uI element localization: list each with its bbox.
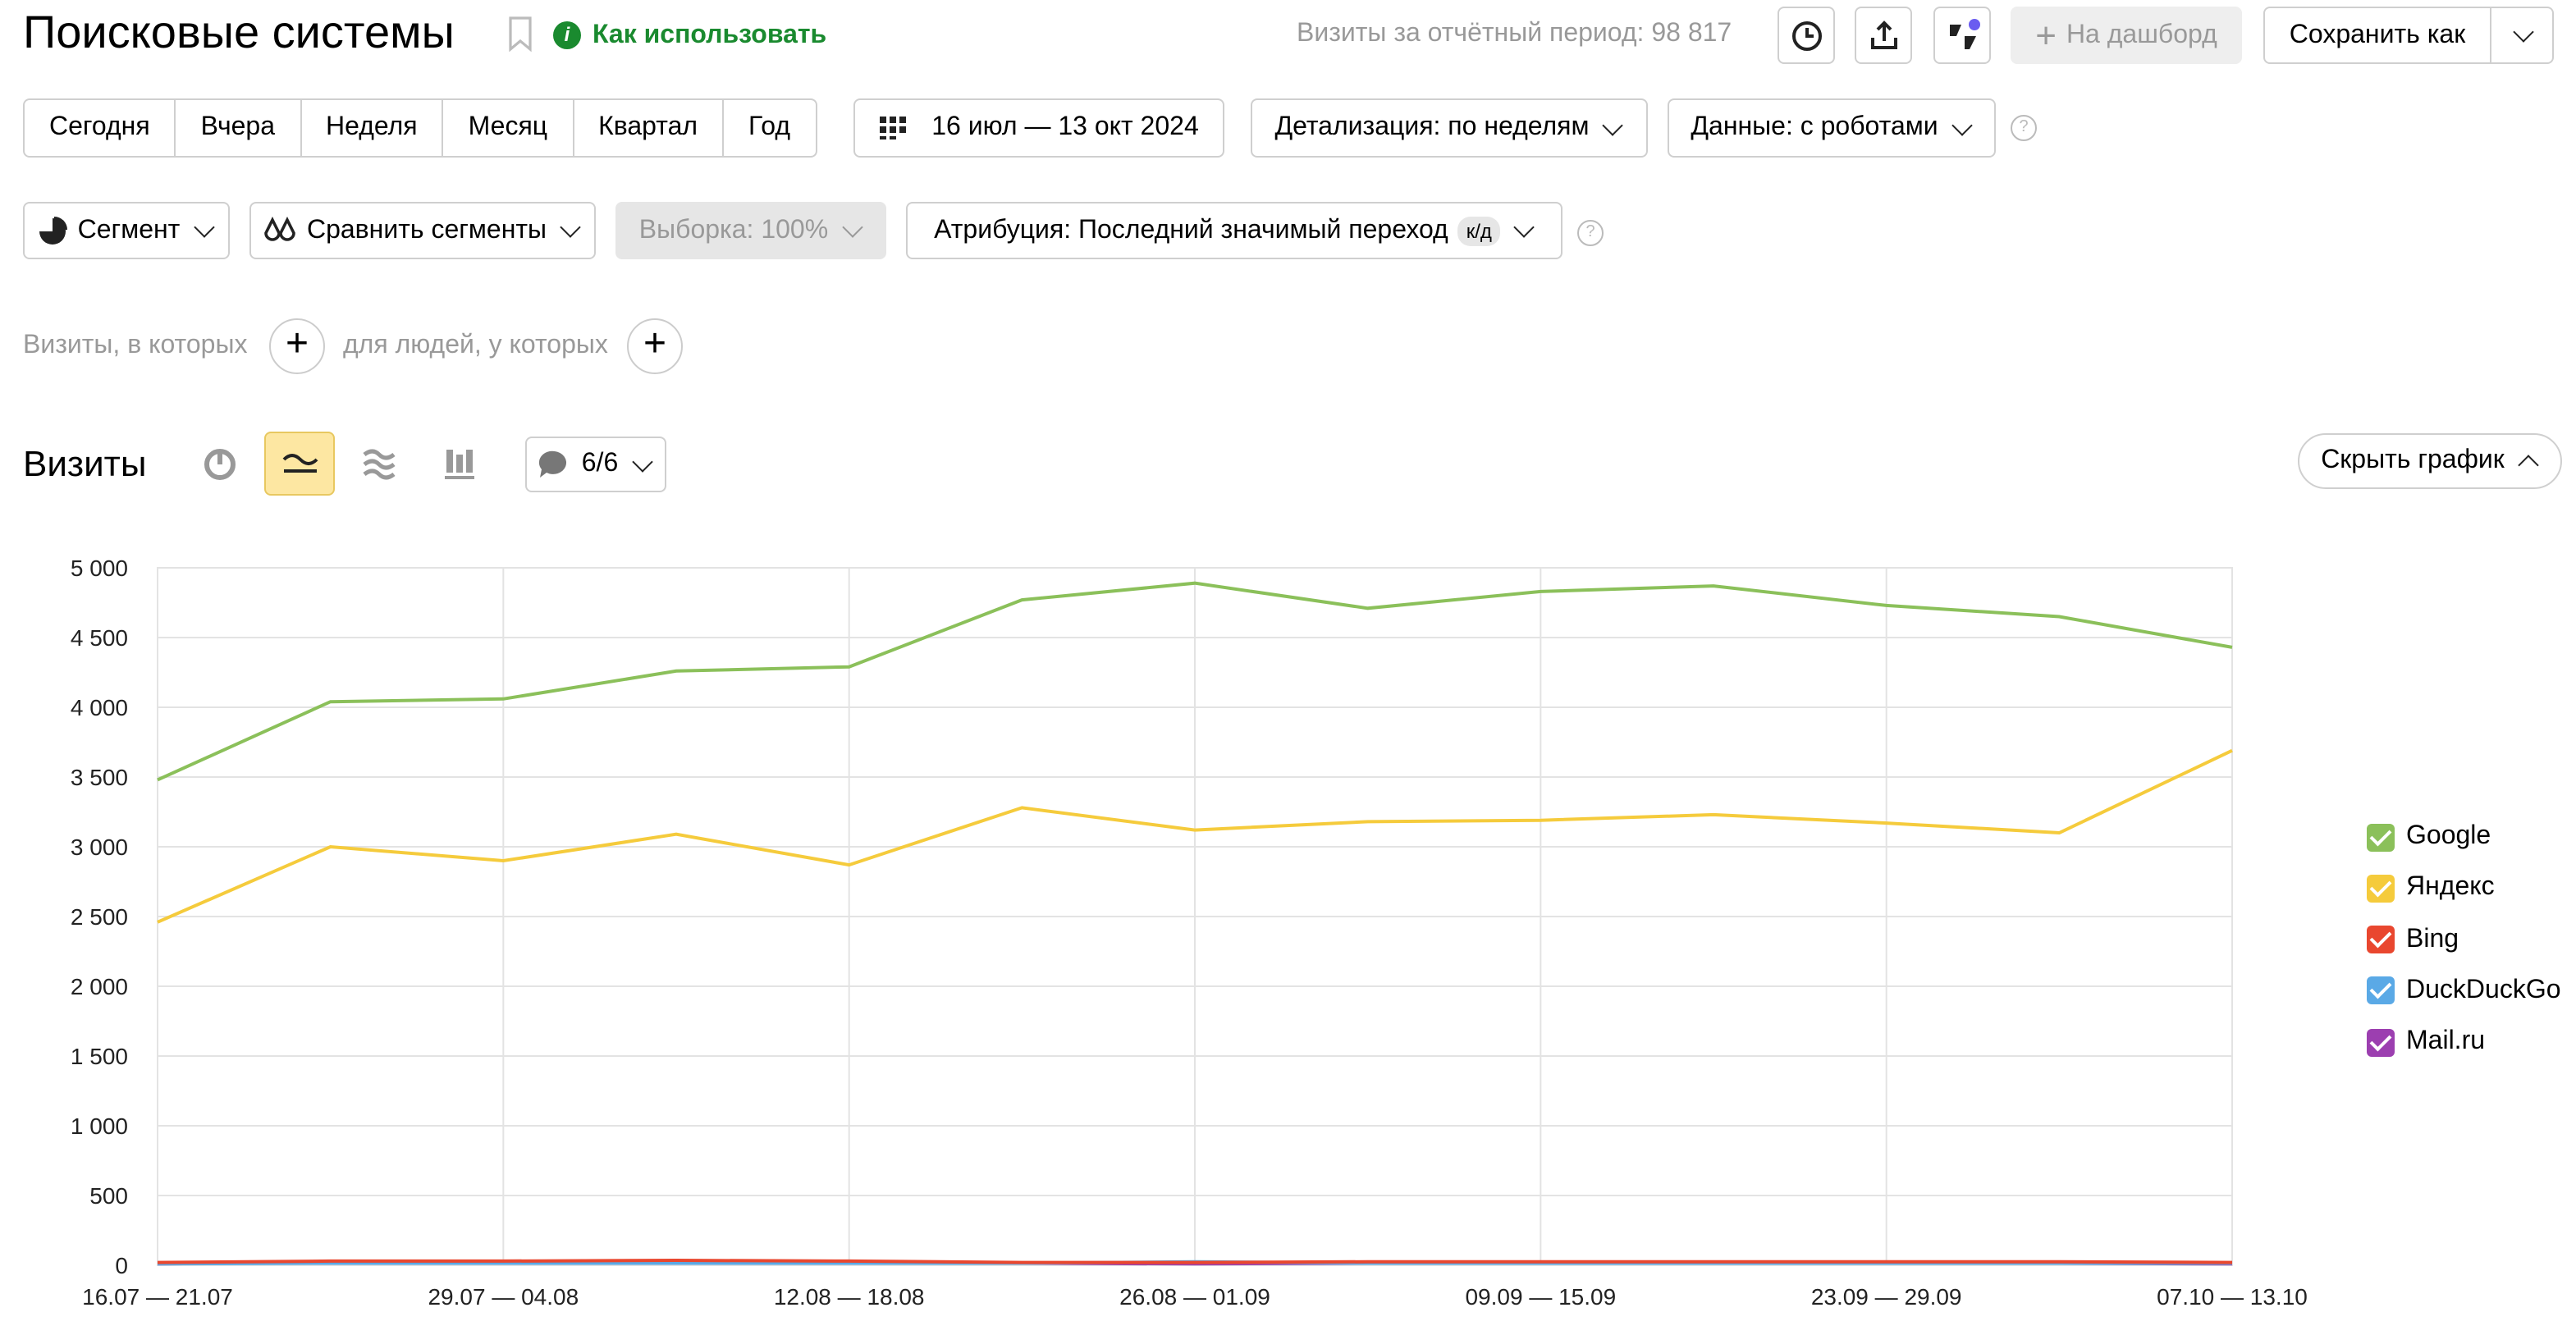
y-tick-label: 5 000: [71, 555, 128, 581]
y-tick-label: 0: [115, 1253, 128, 1278]
x-tick-label: 12.08 — 18.08: [774, 1284, 925, 1310]
help-icon[interactable]: ?: [2011, 115, 2037, 141]
legend-label: Mail.ru: [2406, 1027, 2486, 1056]
legend-label: Google: [2406, 822, 2491, 850]
help-icon[interactable]: ?: [1577, 220, 1604, 246]
legend-checkbox: [2367, 1028, 2395, 1057]
save-button[interactable]: Сохранить как: [2263, 7, 2491, 64]
date-picker[interactable]: 16 июл — 13 окт 2024: [853, 98, 1224, 158]
period-button[interactable]: Неделя: [301, 100, 444, 156]
add-people-condition[interactable]: +: [627, 318, 683, 374]
legend-checkbox: [2367, 874, 2395, 903]
y-tick-label: 3 500: [71, 765, 128, 790]
legend-checkbox: [2367, 976, 2395, 1005]
y-tick-label: 3 000: [71, 834, 128, 860]
legend-item[interactable]: Google: [2367, 822, 2491, 852]
attribution-badge: к/д: [1457, 216, 1500, 245]
detail-label: Детализация: по неделям: [1274, 113, 1590, 141]
hide-chart-button[interactable]: Скрыть график: [2298, 433, 2562, 489]
robots-dropdown[interactable]: Данные: с роботами: [1668, 98, 1996, 158]
series-line: [157, 748, 2233, 924]
detail-dropdown[interactable]: Детализация: по неделям: [1251, 98, 1648, 158]
plus-icon: +: [2035, 14, 2057, 55]
compare-dropdown[interactable]: Сравнить сегменты: [249, 202, 596, 259]
x-tick-label: 07.10 — 13.10: [2157, 1284, 2308, 1310]
info-icon: i: [553, 21, 581, 49]
save-menu-button[interactable]: [2490, 7, 2554, 64]
share-button[interactable]: [1855, 7, 1912, 64]
period-button[interactable]: Вчера: [176, 100, 301, 156]
page-title: Поисковые системы: [23, 7, 455, 57]
period-switch: Сегодня Вчера Неделя Месяц Квартал Год: [23, 98, 817, 158]
attribution-dropdown[interactable]: Атрибуция: Последний значимый переход к/д: [906, 202, 1563, 259]
legend-item[interactable]: Яндекс: [2367, 874, 2495, 903]
robots-label: Данные: с роботами: [1691, 113, 1938, 141]
period-button[interactable]: Год: [748, 113, 790, 141]
x-tick-label: 16.07 — 21.07: [82, 1284, 233, 1310]
legend-label: Яндекс: [2406, 873, 2495, 902]
x-tick-label: 26.08 — 01.09: [1119, 1284, 1270, 1310]
series-line: [157, 1259, 2233, 1264]
y-tick-label: 1 500: [71, 1044, 128, 1069]
legend-item[interactable]: Mail.ru: [2367, 1027, 2485, 1057]
line-chart-toggle[interactable]: [264, 432, 335, 496]
attribution-label: Атрибуция: Последний значимый переход: [934, 216, 1448, 244]
legend-checkbox: [2367, 926, 2395, 954]
sample-dropdown[interactable]: Выборка: 100%: [615, 202, 886, 259]
compare-label: Сравнить сегменты: [306, 216, 547, 244]
sample-label: Выборка: 100%: [638, 216, 829, 244]
segment-dropdown[interactable]: Сегмент: [23, 202, 230, 259]
series-count: 6/6: [581, 450, 619, 478]
y-tick-label: 1 000: [71, 1113, 128, 1139]
people-condition-label: для людей, у которых: [343, 331, 608, 359]
date-label: 16 июл — 13 окт 2024: [931, 113, 1199, 141]
y-tick-label: 4 500: [71, 625, 128, 651]
help-link[interactable]: Как использовать: [593, 21, 827, 49]
segment-label: Сегмент: [77, 216, 181, 244]
feedback-button[interactable]: [1933, 7, 1991, 64]
hide-chart-label: Скрыть график: [2321, 446, 2505, 474]
x-tick-label: 09.09 — 15.09: [1465, 1284, 1616, 1310]
dashboard-button[interactable]: + На дашборд: [2011, 7, 2242, 64]
x-tick-label: 23.09 — 29.09: [1811, 1284, 1962, 1310]
legend-item[interactable]: DuckDuckGo: [2367, 976, 2561, 1006]
legend-label: Bing: [2406, 925, 2459, 953]
bookmark-icon[interactable]: [507, 16, 533, 53]
add-visit-condition[interactable]: +: [269, 318, 325, 374]
period-button[interactable]: Сегодня: [25, 100, 176, 156]
y-tick-label: 2 000: [71, 974, 128, 999]
dashboard-label: На дашборд: [2066, 21, 2217, 48]
bar-chart-toggle[interactable]: [443, 446, 479, 482]
y-tick-label: 2 500: [71, 904, 128, 930]
legend-label: DuckDuckGo: [2406, 976, 2561, 1004]
y-tick-label: 4 000: [71, 695, 128, 720]
visits-condition-label: Визиты, в которых: [23, 331, 248, 359]
series-dropdown[interactable]: 6/6: [525, 437, 666, 492]
report-title: Визиты: [23, 443, 147, 484]
legend-item[interactable]: Bing: [2367, 925, 2459, 954]
y-tick-label: 500: [89, 1183, 128, 1209]
pie-chart-toggle[interactable]: [202, 446, 238, 482]
legend-checkbox: [2367, 823, 2395, 851]
x-tick-label: 29.07 — 04.08: [428, 1284, 579, 1310]
area-chart-toggle[interactable]: [361, 446, 397, 482]
history-button[interactable]: [1778, 7, 1835, 64]
period-button[interactable]: Месяц: [444, 100, 574, 156]
total-visits: Визиты за отчётный период: 98 817: [1297, 20, 1732, 48]
series-line: [157, 581, 2233, 782]
period-button[interactable]: Квартал: [574, 100, 725, 156]
